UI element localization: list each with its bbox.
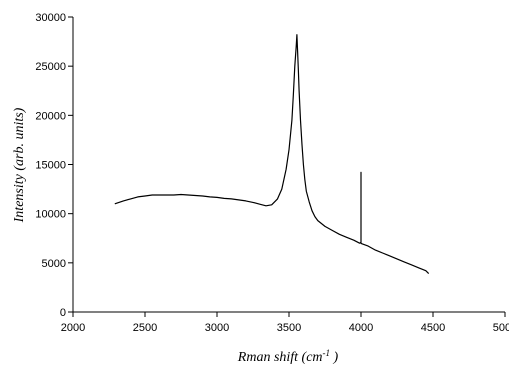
y-tick-label: 10000 <box>35 209 66 221</box>
x-tick-label: 3000 <box>205 322 229 334</box>
x-tick-label: 5000 <box>493 322 509 334</box>
spectrum-series-line <box>114 34 430 275</box>
y-tick-label: 15000 <box>35 160 66 172</box>
x-tick-label: 4000 <box>349 322 373 334</box>
y-tick-label: 5000 <box>42 258 66 270</box>
x-axis-title: Rman shift (cm-1 ) <box>237 348 339 365</box>
x-tick-label: 2000 <box>61 322 85 334</box>
x-tick-label: 2500 <box>133 322 157 334</box>
y-tick-label: 0 <box>60 307 66 319</box>
y-tick-label: 25000 <box>35 61 66 73</box>
x-axis-ticks: 2000 2500 3000 3500 4000 4500 5000 <box>61 312 509 334</box>
y-tick-label: 20000 <box>35 110 66 122</box>
y-axis-title: Intensity (arb. units) <box>12 107 27 223</box>
series-layer <box>114 34 430 275</box>
y-tick-label: 30000 <box>35 12 66 24</box>
x-tick-label: 4500 <box>421 322 445 334</box>
x-tick-label: 3500 <box>277 322 301 334</box>
y-axis-ticks: 0 5000 10000 15000 20000 25000 30000 <box>35 12 73 319</box>
